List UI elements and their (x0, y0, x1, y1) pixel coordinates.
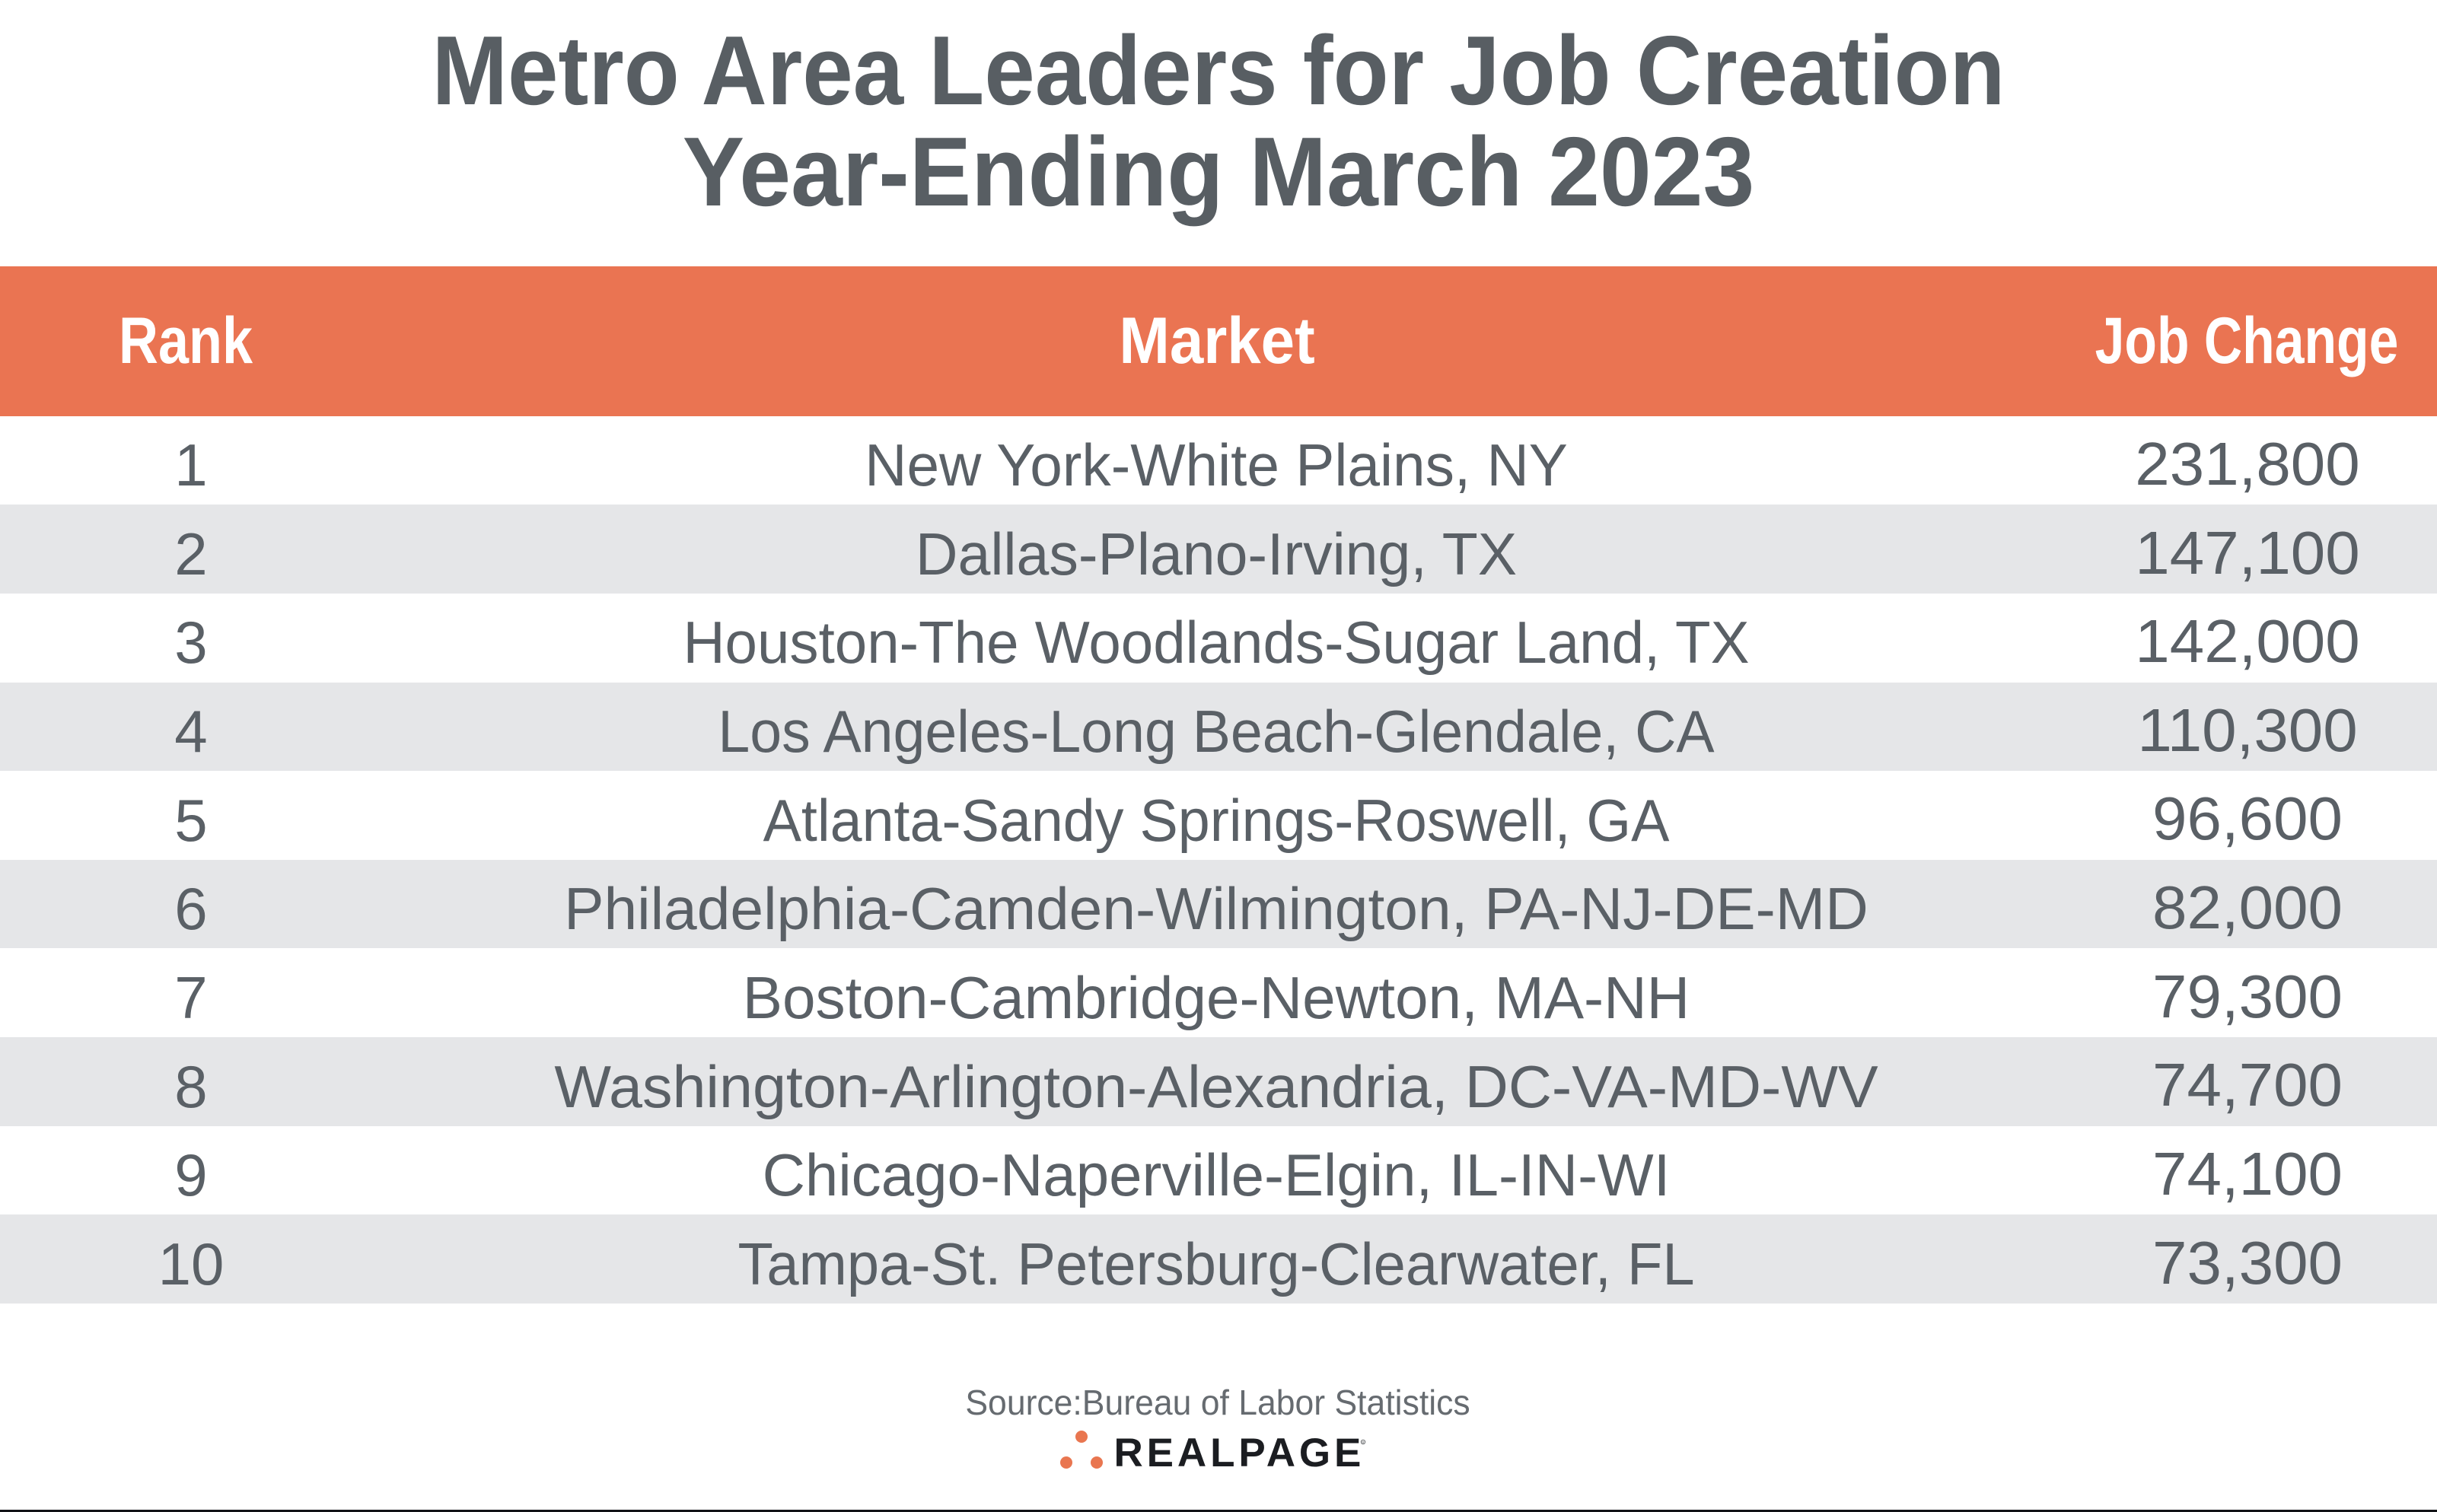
svg-text:R: R (1362, 1440, 1364, 1444)
